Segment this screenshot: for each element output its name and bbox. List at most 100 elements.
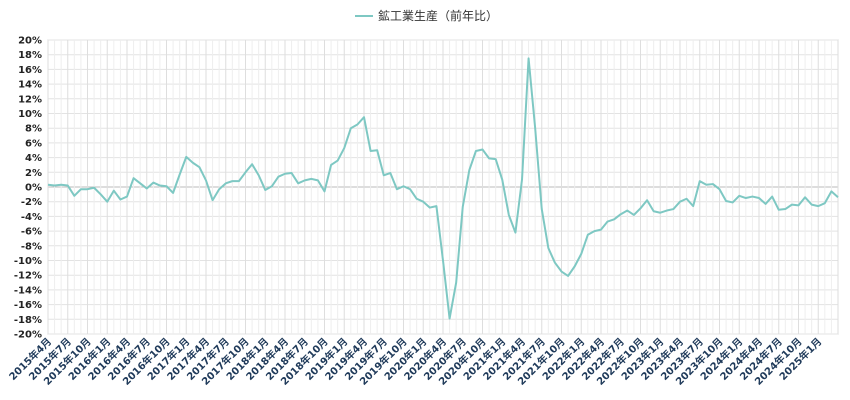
data-point[interactable] bbox=[585, 232, 590, 237]
data-point[interactable] bbox=[263, 187, 268, 192]
data-point[interactable] bbox=[401, 184, 406, 189]
data-point[interactable] bbox=[85, 187, 90, 192]
data-point[interactable] bbox=[664, 208, 669, 213]
data-point[interactable] bbox=[546, 246, 551, 251]
data-point[interactable] bbox=[164, 184, 169, 189]
data-point[interactable] bbox=[552, 260, 557, 265]
data-point[interactable] bbox=[520, 177, 525, 182]
data-point[interactable] bbox=[151, 180, 156, 185]
data-point[interactable] bbox=[197, 165, 202, 170]
data-point[interactable] bbox=[243, 170, 248, 175]
data-point[interactable] bbox=[592, 229, 597, 234]
data-point[interactable] bbox=[329, 162, 334, 167]
data-point[interactable] bbox=[421, 199, 426, 204]
data-point[interactable] bbox=[414, 196, 419, 201]
data-point[interactable] bbox=[190, 160, 195, 165]
data-point[interactable] bbox=[289, 171, 294, 176]
data-point[interactable] bbox=[111, 188, 116, 193]
data-point[interactable] bbox=[394, 187, 399, 192]
data-point[interactable] bbox=[822, 201, 827, 206]
data-point[interactable] bbox=[92, 185, 97, 190]
data-point[interactable] bbox=[157, 183, 162, 188]
data-point[interactable] bbox=[809, 202, 814, 207]
data-point[interactable] bbox=[269, 184, 274, 189]
data-point[interactable] bbox=[710, 182, 715, 187]
data-point[interactable] bbox=[704, 182, 709, 187]
data-point[interactable] bbox=[789, 202, 794, 207]
data-point[interactable] bbox=[434, 204, 439, 209]
data-point[interactable] bbox=[105, 199, 110, 204]
data-point[interactable] bbox=[52, 183, 57, 188]
data-point[interactable] bbox=[309, 176, 314, 181]
data-point[interactable] bbox=[750, 194, 755, 199]
data-point[interactable] bbox=[322, 189, 327, 194]
data-point[interactable] bbox=[612, 217, 617, 222]
data-point[interactable] bbox=[210, 198, 215, 203]
data-point[interactable] bbox=[184, 154, 189, 159]
data-point[interactable] bbox=[296, 181, 301, 186]
data-point[interactable] bbox=[533, 126, 538, 131]
data-point[interactable] bbox=[283, 171, 288, 176]
data-point[interactable] bbox=[230, 179, 235, 184]
data-point[interactable] bbox=[724, 198, 729, 203]
data-point[interactable] bbox=[645, 198, 650, 203]
data-point[interactable] bbox=[776, 207, 781, 212]
data-point[interactable] bbox=[388, 171, 393, 176]
data-point[interactable] bbox=[737, 193, 742, 198]
data-point[interactable] bbox=[65, 183, 70, 188]
data-point[interactable] bbox=[138, 181, 143, 186]
data-point[interactable] bbox=[217, 187, 222, 192]
data-point[interactable] bbox=[72, 193, 77, 198]
data-point[interactable] bbox=[651, 209, 656, 214]
data-point[interactable] bbox=[78, 187, 83, 192]
data-point[interactable] bbox=[467, 168, 472, 173]
data-point[interactable] bbox=[493, 157, 498, 162]
data-point[interactable] bbox=[803, 195, 808, 200]
data-point[interactable] bbox=[118, 197, 123, 202]
data-point[interactable] bbox=[572, 264, 577, 269]
data-point[interactable] bbox=[506, 212, 511, 217]
data-point[interactable] bbox=[796, 203, 801, 208]
data-point[interactable] bbox=[625, 208, 630, 213]
data-point[interactable] bbox=[717, 187, 722, 192]
data-point[interactable] bbox=[315, 178, 320, 183]
data-point[interactable] bbox=[671, 207, 676, 212]
data-point[interactable] bbox=[276, 174, 281, 179]
data-point[interactable] bbox=[335, 158, 340, 163]
data-point[interactable] bbox=[697, 179, 702, 184]
data-point[interactable] bbox=[59, 182, 64, 187]
data-point[interactable] bbox=[559, 269, 564, 274]
data-point[interactable] bbox=[408, 187, 413, 192]
data-point[interactable] bbox=[131, 176, 136, 181]
data-point[interactable] bbox=[618, 212, 623, 217]
data-point[interactable] bbox=[368, 148, 373, 153]
data-point[interactable] bbox=[579, 251, 584, 256]
data-point[interactable] bbox=[355, 122, 360, 127]
data-point[interactable] bbox=[631, 212, 636, 217]
data-point[interactable] bbox=[342, 146, 347, 151]
data-point[interactable] bbox=[46, 182, 51, 187]
data-point[interactable] bbox=[500, 177, 505, 182]
data-point[interactable] bbox=[678, 199, 683, 204]
data-point[interactable] bbox=[783, 207, 788, 212]
data-point[interactable] bbox=[427, 205, 432, 210]
data-point[interactable] bbox=[473, 148, 478, 153]
data-point[interactable] bbox=[447, 316, 452, 321]
data-point[interactable] bbox=[362, 115, 367, 120]
data-point[interactable] bbox=[763, 201, 768, 206]
data-point[interactable] bbox=[730, 200, 735, 205]
data-point[interactable] bbox=[743, 196, 748, 201]
data-point[interactable] bbox=[223, 181, 228, 186]
data-point[interactable] bbox=[171, 190, 176, 195]
data-point[interactable] bbox=[684, 196, 689, 201]
data-point[interactable] bbox=[454, 280, 459, 285]
data-point[interactable] bbox=[513, 230, 518, 235]
data-point[interactable] bbox=[98, 192, 103, 197]
data-point[interactable] bbox=[480, 147, 485, 152]
data-point[interactable] bbox=[125, 194, 130, 199]
data-point[interactable] bbox=[599, 227, 604, 232]
data-point[interactable] bbox=[539, 207, 544, 212]
data-point[interactable] bbox=[638, 206, 643, 211]
data-point[interactable] bbox=[302, 178, 307, 183]
legend[interactable]: 鉱工業生産（前年比） bbox=[355, 8, 498, 23]
